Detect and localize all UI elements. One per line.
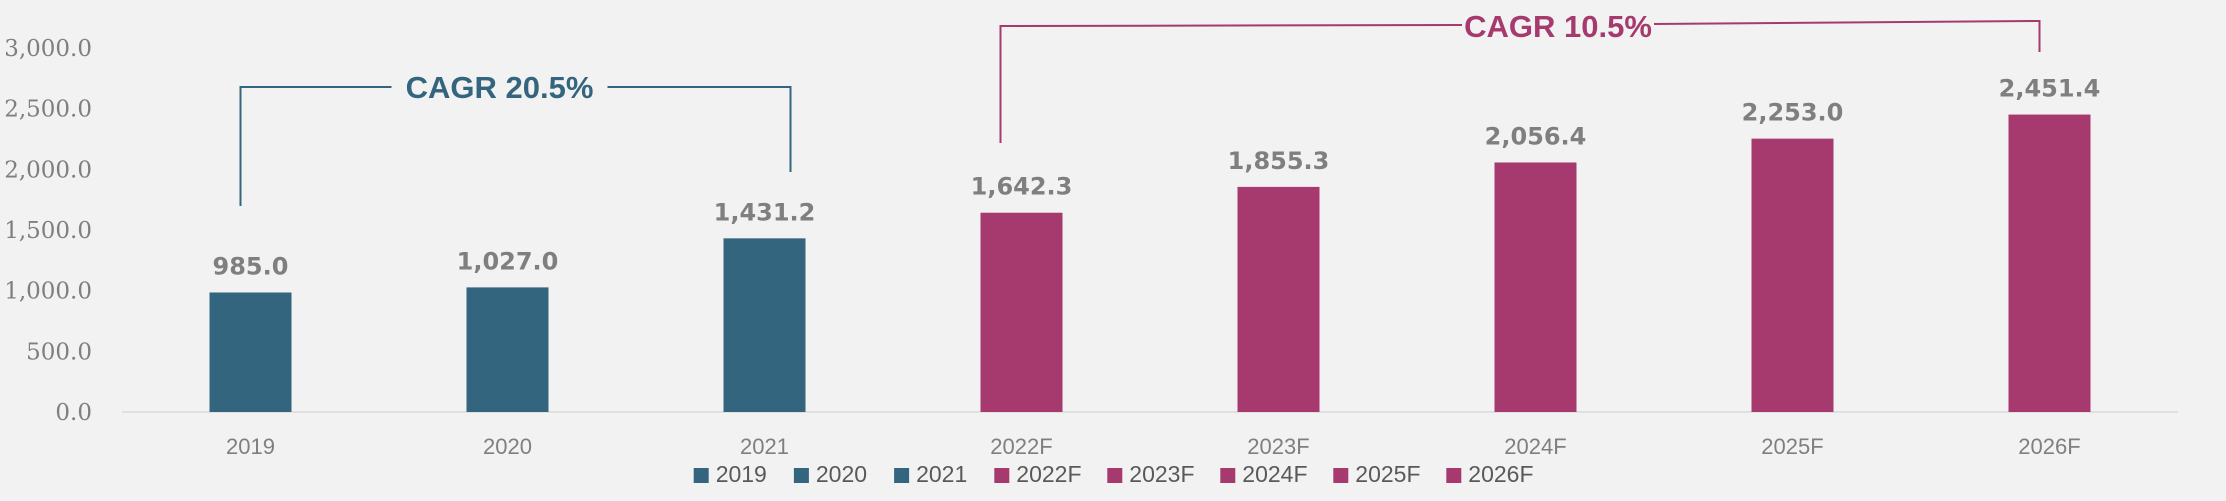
legend-item: 2026F bbox=[1446, 461, 1534, 487]
data-labels: 985.0 1,027.0 1,431.2 1,642.3 1,855.3 2,056.4… bbox=[213, 75, 2101, 281]
cagr-annotations: CAGR 20.5% CAGR 10.5% bbox=[239, 9, 2041, 206]
data-label: 985.0 bbox=[213, 252, 289, 280]
legend-swatch bbox=[693, 468, 709, 483]
y-tick-label: 0.0 bbox=[55, 400, 92, 426]
legend-label: 2025F bbox=[1355, 461, 1420, 487]
y-tick-label: 1,500.0 bbox=[4, 218, 92, 244]
legend-item: 2024F bbox=[1220, 461, 1308, 487]
data-label: 1,642.3 bbox=[971, 173, 1073, 201]
y-axis: 0.0 500.0 1,000.0 1,500.0 2,000.0 2,500.0 3,00… bbox=[4, 36, 92, 426]
legend-item: 2023F bbox=[1107, 461, 1195, 487]
legend-swatch bbox=[1333, 468, 1349, 483]
legend-label: 2019 bbox=[716, 461, 767, 487]
legend-swatch bbox=[1220, 468, 1236, 483]
y-tick-label: 2,000.0 bbox=[4, 157, 92, 183]
x-tick-label: 2026F bbox=[2018, 434, 2080, 459]
legend-label: 2022F bbox=[1016, 461, 1081, 487]
legend-label: 2026F bbox=[1468, 461, 1533, 487]
data-label: 2,056.4 bbox=[1485, 122, 1587, 150]
legend-item: 2020 bbox=[793, 461, 867, 487]
bar-2020 bbox=[466, 287, 549, 412]
bar-2026f bbox=[2008, 114, 2091, 412]
x-axis: 2019 2020 2021 2022F 2023F 2024F 2025F 2026F bbox=[226, 434, 2081, 459]
legend-swatch bbox=[894, 468, 910, 483]
cagr-label: CAGR 10.5% bbox=[1464, 9, 1652, 44]
bracket-left bbox=[239, 86, 392, 206]
x-tick-label: 2025F bbox=[1761, 434, 1823, 459]
y-tick-label: 2,500.0 bbox=[4, 97, 92, 123]
data-label: 1,855.3 bbox=[1228, 147, 1330, 175]
legend-swatch bbox=[994, 468, 1010, 483]
legend-swatch bbox=[1107, 468, 1123, 483]
bracket-left bbox=[999, 24, 1463, 143]
x-tick-label: 2024F bbox=[1504, 434, 1566, 459]
x-tick-label: 2022F bbox=[990, 434, 1052, 459]
bar-2019 bbox=[209, 292, 292, 412]
data-label: 1,431.2 bbox=[714, 198, 816, 226]
bar-2023f bbox=[1237, 186, 1320, 412]
legend-label: 2024F bbox=[1242, 461, 1307, 487]
bar-2021 bbox=[723, 238, 806, 412]
legend-swatch bbox=[793, 468, 809, 483]
bars bbox=[209, 114, 2091, 413]
data-label: 2,451.4 bbox=[1999, 75, 2101, 103]
legend-item: 2025F bbox=[1333, 461, 1421, 487]
legend-label: 2020 bbox=[816, 461, 867, 487]
bar-2024f bbox=[1494, 162, 1577, 412]
y-tick-label: 500.0 bbox=[26, 339, 92, 365]
legend-item: 2022F bbox=[994, 461, 1082, 487]
legend-swatch bbox=[1446, 468, 1462, 483]
data-label: 2,253.0 bbox=[1742, 99, 1844, 127]
cagr-annotation-historic: CAGR 20.5% bbox=[239, 70, 792, 206]
x-tick-label: 2023F bbox=[1247, 434, 1309, 459]
bracket-right bbox=[607, 86, 792, 172]
x-tick-label: 2020 bbox=[483, 434, 532, 459]
y-tick-label: 3,000.0 bbox=[4, 36, 92, 62]
legend-item: 2021 bbox=[894, 461, 967, 487]
x-tick-label: 2019 bbox=[226, 434, 275, 459]
cagr-label: CAGR 20.5% bbox=[406, 70, 594, 105]
data-label: 1,027.0 bbox=[457, 247, 559, 275]
legend: 2019 2020 2021 2022F 2023F 2024F 2025F 2026F bbox=[693, 461, 1534, 487]
legend-label: 2023F bbox=[1129, 461, 1194, 487]
bracket-right bbox=[1653, 19, 2041, 52]
cagr-annotation-forecast: CAGR 10.5% bbox=[999, 9, 2041, 143]
legend-item: 2019 bbox=[693, 461, 767, 487]
x-tick-label: 2021 bbox=[740, 434, 789, 459]
bar-2022f bbox=[980, 212, 1063, 412]
y-tick-label: 1,000.0 bbox=[4, 279, 92, 305]
bar-2025f bbox=[1751, 138, 1834, 413]
legend-label: 2021 bbox=[916, 461, 967, 487]
